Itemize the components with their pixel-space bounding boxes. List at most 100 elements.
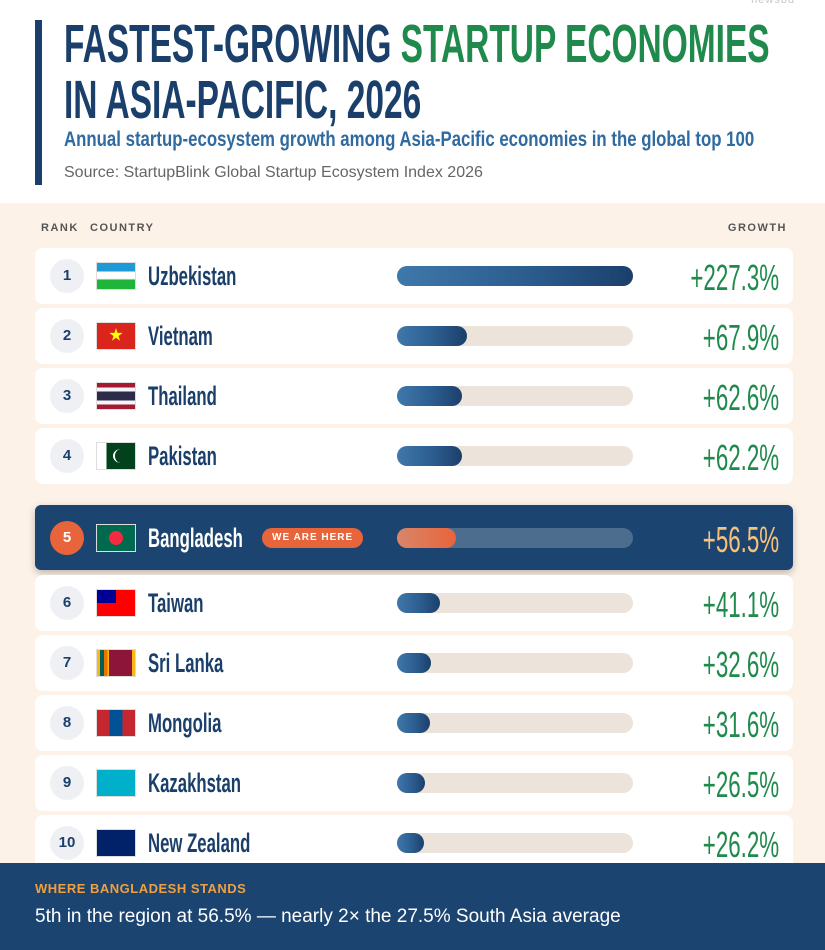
badge: WE ARE HERE xyxy=(262,527,364,548)
bar xyxy=(397,773,425,793)
value-label: +32.6% xyxy=(702,644,779,685)
footer: WHERE BANGLADESH STANDS 5th in the regio… xyxy=(0,863,825,950)
value-label: +67.9% xyxy=(702,317,779,358)
flag-emblem xyxy=(109,530,123,545)
flag-canton xyxy=(97,590,116,603)
subtitle-wrap: Annual startup-ecosystem growth among As… xyxy=(64,128,825,152)
row: 7 Sri Lanka +32.6% xyxy=(35,635,793,691)
value-wrap: +41.1% xyxy=(656,584,779,625)
country: Bangladesh xyxy=(148,522,243,553)
rank: 7 xyxy=(62,654,72,671)
flag xyxy=(97,710,135,736)
country: Thailand xyxy=(148,381,217,411)
flag xyxy=(97,323,135,349)
value-label: +62.2% xyxy=(702,437,779,478)
country: Vietnam xyxy=(148,321,213,351)
row: 3 Thailand +62.6% xyxy=(35,368,793,424)
row: 8 Mongolia +31.6% xyxy=(35,695,793,751)
flag xyxy=(97,443,135,469)
rank: 9 xyxy=(62,774,72,791)
row: 10 New Zealand +26.2% xyxy=(35,815,793,871)
bar xyxy=(397,713,430,733)
rank-circle: 2 xyxy=(50,319,84,353)
flag xyxy=(97,524,135,551)
highlight-row: 5 Bangladesh WE ARE HERE +56.5% xyxy=(35,505,793,570)
rank: 6 xyxy=(62,594,72,611)
country: Sri Lanka xyxy=(148,648,224,678)
country: New Zealand xyxy=(148,828,251,858)
rank: 10 xyxy=(58,834,76,851)
watermark: newsbd xyxy=(751,0,795,6)
country-name: Taiwan xyxy=(148,588,238,618)
value-wrap: +56.5% xyxy=(656,519,779,560)
title-part: IN ASIA-PACIFIC, 2026 xyxy=(64,70,422,130)
rank: 1 xyxy=(62,267,72,284)
footer-heading: WHERE BANGLADESH STANDS xyxy=(35,881,247,896)
bar-track xyxy=(397,713,633,733)
row: 2 Vietnam +67.9% xyxy=(35,308,793,364)
title-accent-bar xyxy=(35,20,42,185)
value-wrap: +227.3% xyxy=(636,257,779,298)
header-country: COUNTRY xyxy=(90,222,155,234)
subtitle: Annual startup-ecosystem growth among As… xyxy=(64,128,755,151)
country-name: Pakistan xyxy=(148,441,259,471)
value-wrap: +26.5% xyxy=(656,764,779,805)
footer-text: 5th in the region at 56.5% — nearly 2× t… xyxy=(35,906,621,927)
bar xyxy=(397,833,425,853)
row: 4 Pakistan +62.2% xyxy=(35,428,793,484)
value-label: +62.6% xyxy=(702,377,779,418)
bar-track xyxy=(397,653,633,673)
country: Kazakhstan xyxy=(148,768,242,798)
country-name: Bangladesh xyxy=(148,523,301,553)
bar-track xyxy=(397,527,633,548)
country-name: Mongolia xyxy=(148,708,266,738)
row: 1 Uzbekistan +227.3% xyxy=(35,248,793,304)
rank: 5 xyxy=(62,528,72,546)
country-name: Sri Lanka xyxy=(148,648,270,678)
flag xyxy=(97,830,135,856)
flag-emblem xyxy=(113,449,129,463)
bar xyxy=(397,593,440,613)
rank-circle: 10 xyxy=(50,826,84,860)
country-name: Vietnam xyxy=(148,321,253,351)
country-name: New Zealand xyxy=(148,828,313,858)
value-label: +41.1% xyxy=(702,584,779,625)
value-label: +227.3% xyxy=(690,257,779,298)
country-name: Thailand xyxy=(148,381,259,411)
country: Uzbekistan xyxy=(148,261,237,291)
flag xyxy=(97,263,135,289)
rank-circle: 5 xyxy=(50,520,84,555)
rank: 2 xyxy=(62,327,72,344)
country-name: Uzbekistan xyxy=(148,261,291,291)
country: Taiwan xyxy=(148,588,204,618)
value-wrap: +67.9% xyxy=(656,317,779,358)
rank-circle: 4 xyxy=(50,439,84,473)
value-wrap: +62.2% xyxy=(656,437,779,478)
country: Pakistan xyxy=(148,441,217,471)
value-wrap: +31.6% xyxy=(656,704,779,745)
bar xyxy=(397,527,456,548)
country: Mongolia xyxy=(148,708,222,738)
rank-circle: 8 xyxy=(50,706,84,740)
bar xyxy=(397,386,462,406)
value-wrap: +26.2% xyxy=(656,824,779,865)
source: Source: StartupBlink Global Startup Ecos… xyxy=(64,164,483,181)
rank-circle: 6 xyxy=(50,586,84,620)
title-part: FASTEST-GROWING xyxy=(64,14,392,74)
bar xyxy=(397,266,633,286)
bar-track xyxy=(397,833,633,853)
country-name: Kazakhstan xyxy=(148,768,298,798)
value-wrap: +32.6% xyxy=(656,644,779,685)
flag xyxy=(97,770,135,796)
bar xyxy=(397,326,468,346)
header-growth: GROWTH xyxy=(727,222,787,234)
header-rank: RANK xyxy=(41,222,79,234)
flag xyxy=(97,650,135,676)
title-highlight: STARTUP ECONOMIES xyxy=(400,14,770,74)
bar-track xyxy=(397,773,633,793)
rank-circle: 9 xyxy=(50,766,84,800)
value-label: +56.5% xyxy=(702,518,779,560)
row: 6 Taiwan +41.1% xyxy=(35,575,793,631)
rank: 4 xyxy=(62,447,72,464)
